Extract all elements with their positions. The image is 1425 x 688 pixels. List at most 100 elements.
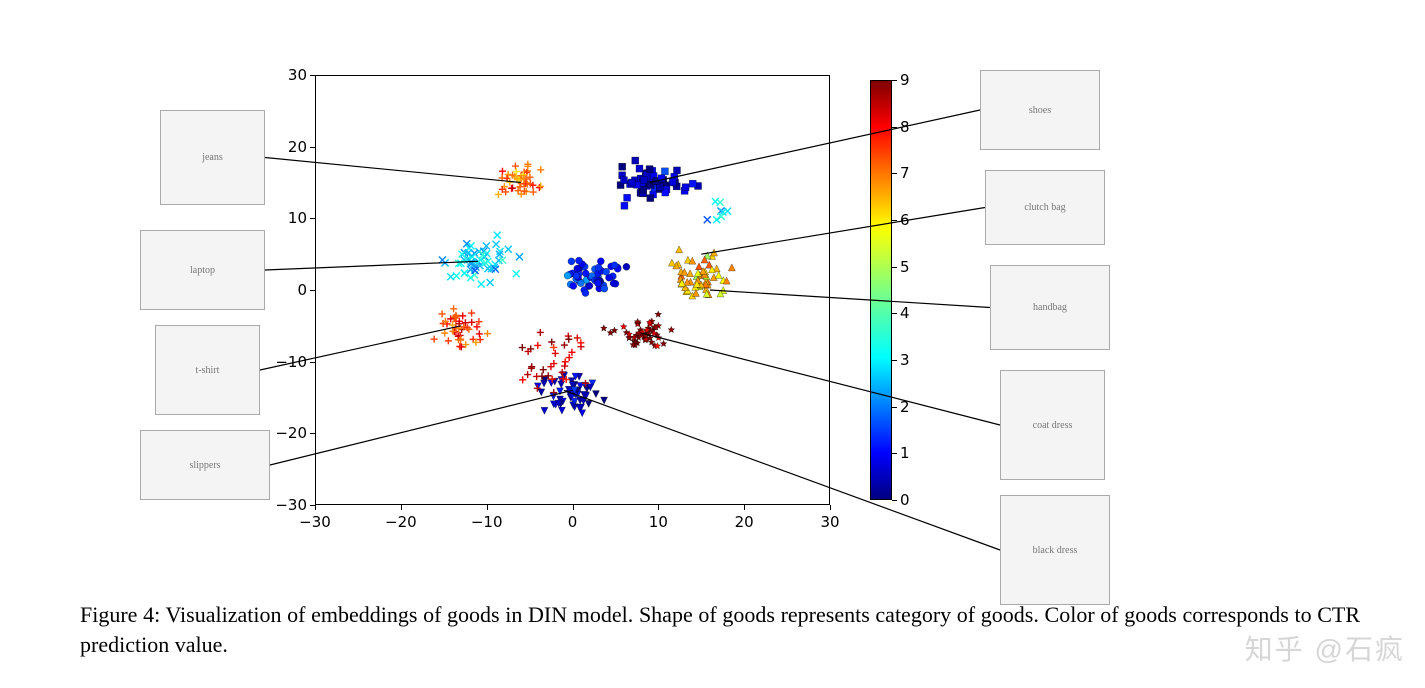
x-tick-label: 0 [568,513,578,531]
scatter-marker [640,177,647,184]
scatter-marker [610,280,617,287]
scatter-marker [689,180,696,187]
colorbar-tick-label: 9 [900,71,910,89]
scatter-marker [574,265,581,272]
scatter-marker [439,310,446,317]
colorbar [870,80,892,500]
scatter-marker [495,191,502,198]
scatter-marker [673,167,680,174]
scatter-marker [660,340,667,346]
scatter-marker [582,270,589,277]
scatter-marker [558,407,565,414]
scatter-marker [519,344,526,351]
scatter-marker [728,264,735,271]
scatter-marker [561,363,568,370]
x-tick-label: 10 [649,513,668,531]
scatter-marker [513,270,520,277]
scatter-marker [636,165,643,172]
scatter-marker [646,166,653,173]
thumbnail-shoes: shoes [980,70,1100,150]
scatter-marker [668,326,675,332]
scatter-marker [447,273,454,280]
scatter-marker [537,166,544,173]
scatter-marker [541,407,548,414]
x-tick-label: 20 [735,513,754,531]
scatter-marker [601,397,608,404]
scatter-marker [594,280,601,287]
scatter-marker [505,171,512,178]
scatter-marker [487,279,494,286]
scatter-marker [575,257,582,264]
scatter-marker [478,281,485,288]
scatter-marker [493,241,500,248]
scatter-marker [439,257,446,264]
scatter-marker [564,272,571,279]
scatter-marker [687,270,694,277]
scatter-marker [512,163,519,170]
scatter-marker [655,311,662,317]
scatter-marker [536,184,543,191]
scatter-marker [620,323,627,329]
scatter-marker [505,246,512,253]
x-tick-label: −10 [471,513,503,531]
scatter-marker [556,388,563,395]
scatter-marker [628,179,635,186]
y-tick-label: −20 [275,424,307,442]
colorbar-tick-label: 7 [900,164,910,182]
scatter-marker [620,177,627,184]
scatter-marker [574,334,581,341]
scatter-marker [600,325,607,331]
colorbar-tick-label: 4 [900,304,910,322]
scatter-marker [592,391,599,398]
scatter-marker [568,258,575,265]
scatter-marker [661,168,668,175]
scatter-marker [561,342,568,349]
scatter-marker [597,258,604,265]
scatter-marker [519,376,526,383]
scatter-marker [711,249,718,256]
scatter-marker [524,371,531,378]
scatter-marker [552,350,559,357]
colorbar-tick-label: 2 [900,398,910,416]
scatter-marker [445,337,452,344]
scatter-marker [565,336,572,343]
scatter-marker [538,389,545,396]
scatter-marker [449,322,456,329]
scatter-marker [467,274,474,281]
colorbar-tick-label: 8 [900,118,910,136]
colorbar-tick-label: 1 [900,444,910,462]
scatter-marker [621,202,628,209]
thumbnail-laptop: laptop [140,230,265,310]
scatter-marker [669,179,676,186]
scatter-marker [540,366,547,373]
scatter-marker [499,168,506,175]
scatter-marker [582,290,589,297]
y-tick-label: 30 [288,66,307,84]
scatter-marker [530,189,537,196]
scatter-marker [533,373,540,380]
thumbnail-pants: jeans [160,110,265,205]
scatter-marker [712,198,719,205]
scatter-marker [682,184,689,191]
scatter-marker [516,253,523,260]
thumbnail-clutch: clutch bag [985,170,1105,245]
x-tick-label: −30 [299,513,331,531]
scatter-marker [431,336,438,343]
scatter-marker [601,285,608,292]
scatter-marker [676,246,683,253]
figure-caption: Figure 4: Visualization of embeddings of… [80,600,1360,659]
scatter-marker [704,216,711,223]
figure-container: Figure 4: Visualization of embeddings of… [0,0,1425,688]
scatter-marker [647,195,654,202]
caption-line-1: Figure 4: Visualization of embeddings of… [80,602,1039,627]
colorbar-tick-label: 3 [900,351,910,369]
scatter-marker [632,157,639,164]
scatter-marker [476,330,483,337]
y-tick-label: −30 [275,496,307,514]
scatter-marker [534,342,541,349]
scatter-marker [494,232,501,239]
y-tick-label: 10 [288,209,307,227]
thumbnail-dress2: black dress [1000,495,1110,605]
scatter-marker [484,330,491,337]
scatter-marker [513,168,520,175]
